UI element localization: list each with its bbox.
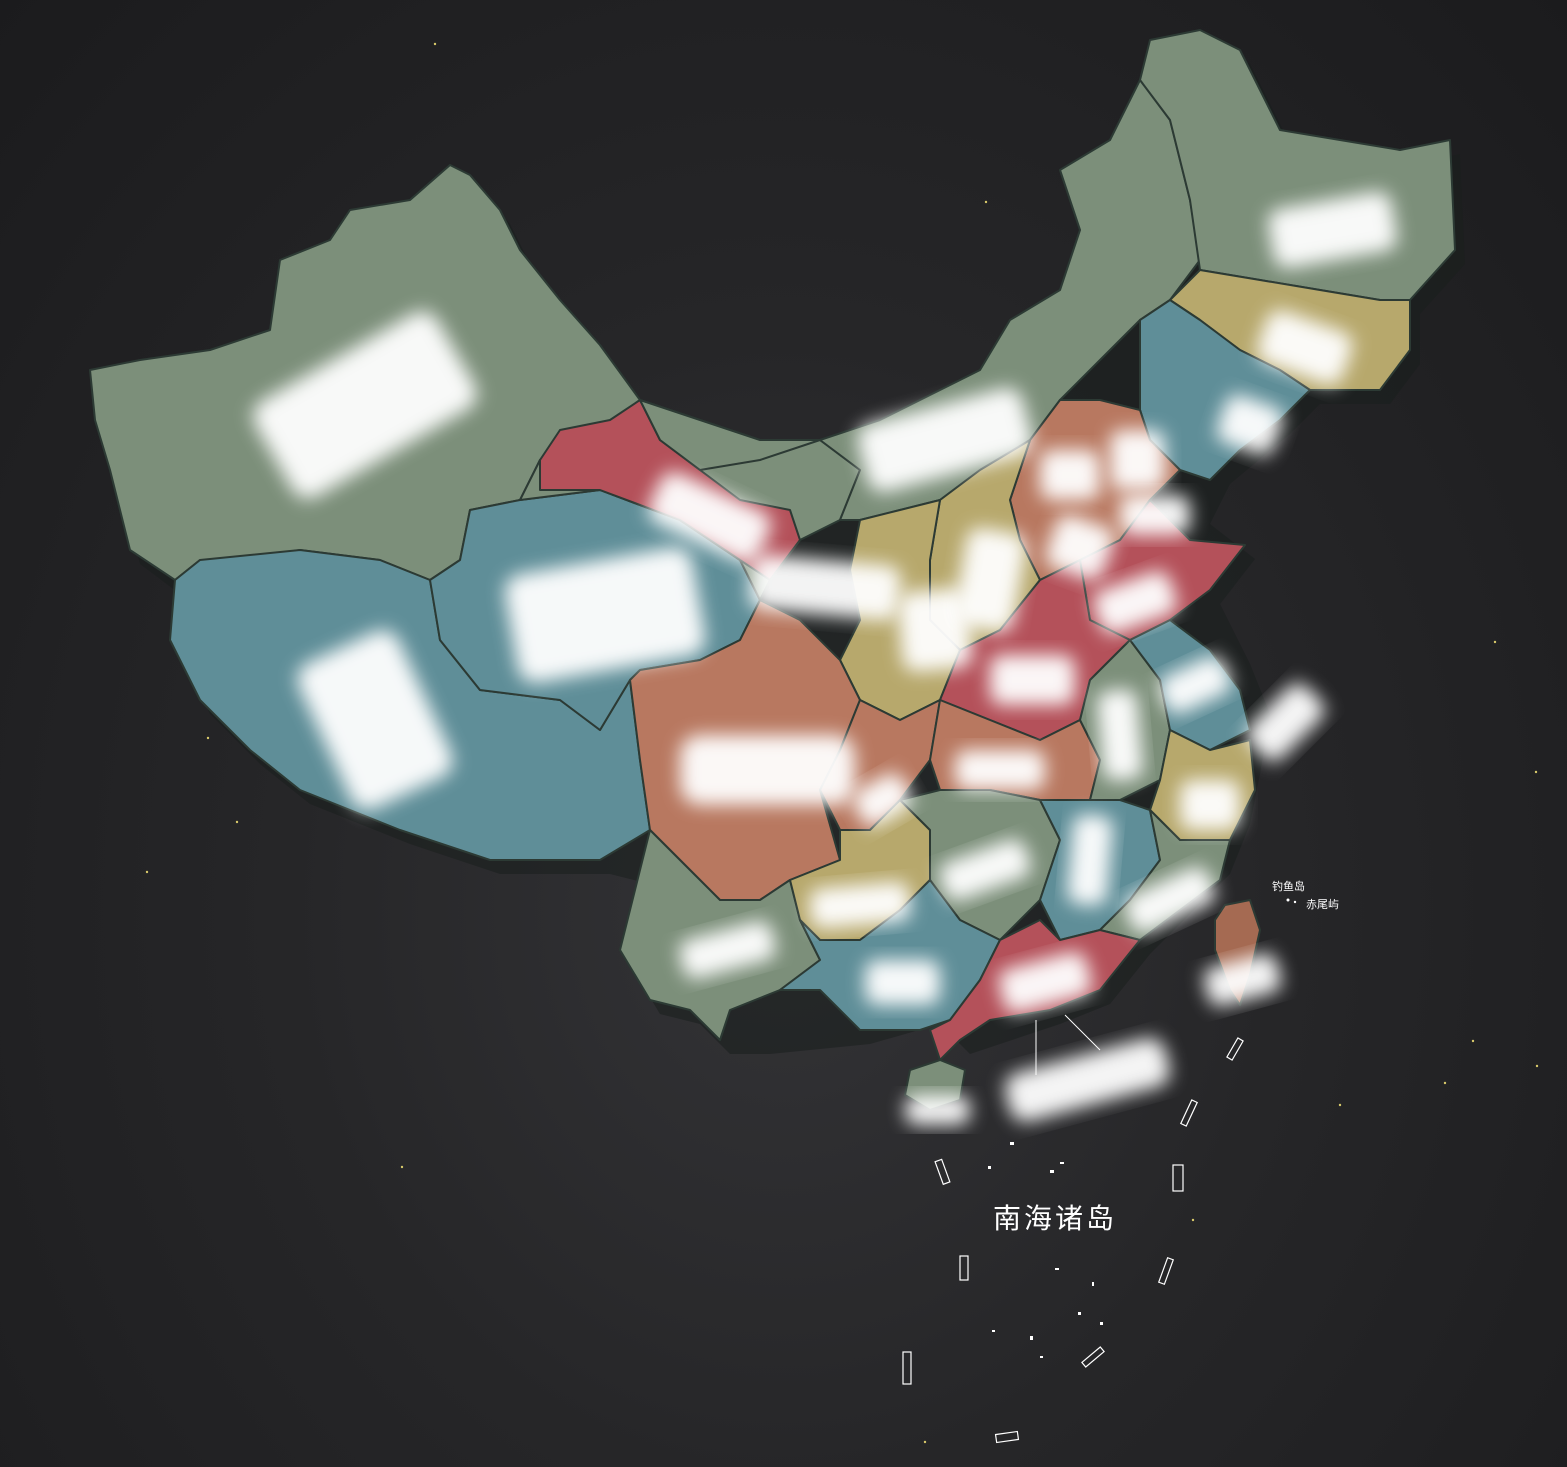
boundary-dash (1081, 1346, 1105, 1368)
boundary-dash (1172, 1164, 1184, 1192)
speck (923, 1440, 927, 1444)
speck (1534, 770, 1538, 774)
blur-patch (504, 547, 706, 683)
leader-line (1064, 1014, 1101, 1051)
blur-patch (939, 839, 1031, 901)
blur-patch (297, 630, 453, 810)
blur-patch (865, 960, 940, 1005)
speck (1191, 1218, 1195, 1222)
blur-patch (897, 588, 973, 672)
blur-patch (990, 655, 1075, 705)
blur-patch (1067, 814, 1113, 906)
blur-patch (680, 735, 855, 805)
blur-patch (1120, 495, 1190, 535)
blur-patch (1045, 514, 1115, 581)
blur-patch (953, 527, 1027, 633)
east-sea-islands: 钓鱼岛 赤尾屿 (1272, 879, 1339, 911)
boundary-dash (959, 1255, 969, 1281)
diaoyu-label: 钓鱼岛 (1272, 879, 1305, 893)
island-dot (1010, 1142, 1014, 1145)
island-dot (1092, 1282, 1094, 1286)
blur-patch (857, 387, 1033, 493)
south-sea-label: 南海诸岛 (993, 1202, 1117, 1235)
blur-patch (1004, 1037, 1171, 1122)
boundary-dash (1179, 1099, 1199, 1127)
blur-patch (998, 951, 1092, 1014)
blur-patch (1124, 866, 1216, 934)
island-dot (988, 1166, 991, 1169)
speck (206, 736, 210, 740)
boundary-dash (994, 1430, 1020, 1444)
blur-patch (1110, 430, 1165, 490)
blurred-label-patches (253, 191, 1398, 1125)
blur-patch (905, 1095, 970, 1125)
blur-patch (1246, 683, 1325, 762)
blur-patch (1158, 656, 1232, 714)
speck (433, 42, 437, 46)
blur-patch (1257, 310, 1353, 385)
island-dot (1100, 1322, 1103, 1325)
blur-patch (809, 881, 911, 929)
speck (235, 820, 239, 824)
blur-patch (1203, 953, 1282, 1007)
blur-patch (679, 920, 776, 979)
island-dot (1055, 1268, 1059, 1270)
blur-patch (1040, 450, 1100, 500)
speck (400, 1165, 404, 1169)
speck (1471, 1039, 1475, 1043)
blur-patch (1267, 191, 1398, 269)
blur-patch (955, 750, 1045, 790)
south-sea-islands: 南海诸岛 (902, 1014, 1244, 1444)
background-specks (145, 42, 1539, 1444)
island-dot (992, 1330, 995, 1332)
speck (1535, 1064, 1539, 1068)
blur-patch (749, 554, 901, 621)
blur-patch (648, 471, 772, 564)
speck (1338, 1103, 1342, 1107)
speck (1443, 1081, 1447, 1085)
boundary-dash (934, 1158, 951, 1186)
boundary-dash (1157, 1256, 1175, 1286)
speck (145, 870, 149, 874)
blur-patch (1097, 689, 1143, 781)
island-dot (1030, 1336, 1033, 1340)
island-dot (1040, 1356, 1043, 1358)
blur-patch (1180, 780, 1240, 830)
blur-patch (1216, 394, 1284, 456)
speck (1493, 640, 1497, 644)
boundary-dash (1226, 1037, 1244, 1061)
diaoyu-dot (1293, 900, 1297, 904)
island-dot (1060, 1162, 1064, 1164)
island-dot (1050, 1170, 1054, 1173)
blur-patch (253, 311, 477, 499)
blur-patch (1093, 571, 1178, 634)
speck (984, 200, 988, 204)
boundary-dash (902, 1351, 912, 1385)
island-dot (1078, 1312, 1081, 1315)
blur-patch (853, 773, 912, 827)
diaoyu-dot (1286, 898, 1290, 902)
chiwei-label: 赤尾屿 (1306, 898, 1339, 911)
